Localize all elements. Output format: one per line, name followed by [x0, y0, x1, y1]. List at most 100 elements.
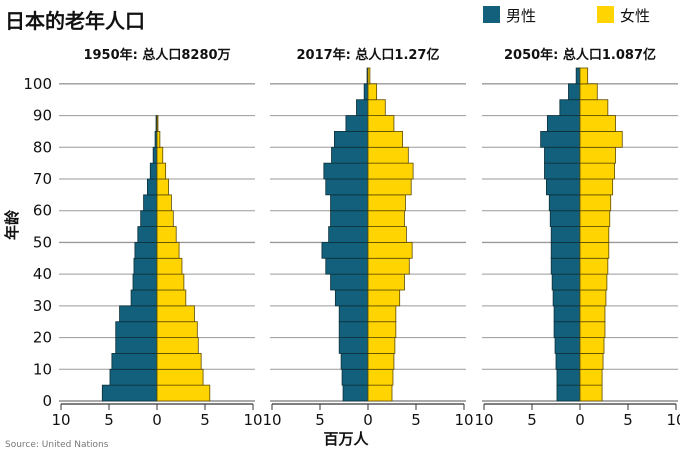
bar-female [367, 131, 403, 148]
x-tick-label: 10 [262, 411, 281, 429]
bar-male [115, 321, 158, 338]
bar-female [367, 194, 406, 212]
y-tick-label: 80 [33, 138, 52, 156]
bar-female [579, 115, 616, 132]
bar-female [367, 242, 413, 259]
bar-female [367, 273, 405, 291]
bar-male [328, 226, 369, 243]
bar-female [367, 83, 378, 101]
bar-female [579, 67, 589, 85]
y-tick-label: 70 [33, 170, 52, 188]
bar-female [367, 321, 397, 338]
y-tick-label: 10 [33, 360, 52, 378]
bar-male [544, 146, 581, 164]
bar-female [579, 99, 609, 116]
bar-male [323, 162, 369, 180]
bar-male [111, 353, 158, 370]
x-tick-label: 0 [363, 411, 373, 429]
bar-male [551, 273, 581, 291]
bar-female [579, 131, 623, 148]
x-tick-label: 10 [454, 411, 473, 429]
bar-female [156, 368, 204, 386]
bar-male [550, 242, 581, 259]
x-tick-label: 0 [575, 411, 585, 429]
bar-female [156, 305, 195, 323]
bar-male [546, 115, 581, 132]
bar-male [338, 321, 369, 338]
bar-male [325, 178, 369, 196]
bar-female [156, 146, 164, 164]
bar-male [333, 131, 369, 148]
source-note: Source: United Nations [5, 440, 109, 450]
bar-male [137, 226, 158, 243]
bar-female [156, 115, 159, 132]
bar-female [579, 162, 615, 180]
bar-female [579, 353, 604, 370]
bar-female [579, 194, 612, 212]
bar-female [367, 353, 395, 370]
bar-female [579, 146, 616, 164]
y-tick-label: 50 [33, 233, 52, 251]
bar-female [367, 67, 371, 85]
bar-male [540, 131, 581, 148]
bar-female [367, 384, 393, 402]
bar-female [579, 289, 607, 307]
panel-title: 1950年: 总人口8280万 [83, 47, 230, 63]
x-tick-label: 10 [51, 411, 70, 429]
bar-female [367, 99, 386, 116]
bar-male [554, 337, 581, 354]
bar-male [115, 337, 158, 354]
bar-male [338, 305, 369, 323]
bar-male [553, 321, 581, 338]
bar-male [330, 210, 369, 227]
bar-male [133, 257, 158, 275]
legend-label-female: 女性 [620, 7, 650, 25]
x-tick-label: 5 [315, 411, 325, 429]
bar-male [568, 83, 581, 101]
x-tick-label: 10 [243, 411, 262, 429]
y-axis-label: 年龄 [3, 209, 21, 240]
y-tick-label: 30 [33, 297, 52, 315]
bar-female [156, 194, 172, 212]
bar-female [579, 273, 608, 291]
bar-female [579, 210, 611, 227]
bar-female [367, 226, 407, 243]
x-tick-label: 10 [666, 411, 680, 429]
bar-male [330, 194, 369, 212]
bar-female [156, 337, 199, 354]
chart-title: 日本的老年人口 [5, 9, 145, 33]
bar-male [330, 273, 369, 291]
bar-female [156, 131, 161, 148]
panel-title: 2017年: 总人口1.27亿 [297, 47, 440, 63]
bar-female [156, 321, 198, 338]
bar-female [579, 305, 606, 323]
bar-female [367, 210, 405, 227]
bar-female [579, 384, 603, 402]
bar-female [579, 83, 598, 101]
x-tick-label: 0 [152, 411, 162, 429]
bar-male [550, 226, 581, 243]
bar-female [156, 384, 211, 402]
x-tick-label: 5 [411, 411, 421, 429]
bar-female [367, 115, 395, 132]
y-tick-label: 0 [42, 392, 52, 410]
panel-title: 2050年: 总人口1.087亿 [504, 47, 656, 63]
y-tick-label: 20 [33, 329, 52, 347]
x-tick-label: 10 [474, 411, 493, 429]
x-tick-label: 5 [623, 411, 633, 429]
bar-male [345, 115, 369, 132]
bar-female [579, 321, 606, 338]
bar-male [552, 289, 581, 307]
legend-swatch-female [597, 6, 614, 23]
bar-female [367, 257, 410, 275]
bar-female [156, 289, 187, 307]
bar-female [156, 178, 169, 196]
bar-female [367, 337, 396, 354]
y-tick-label: 60 [33, 202, 52, 220]
bar-female [367, 162, 414, 180]
bar-male [546, 178, 581, 196]
bar-male [146, 178, 158, 196]
